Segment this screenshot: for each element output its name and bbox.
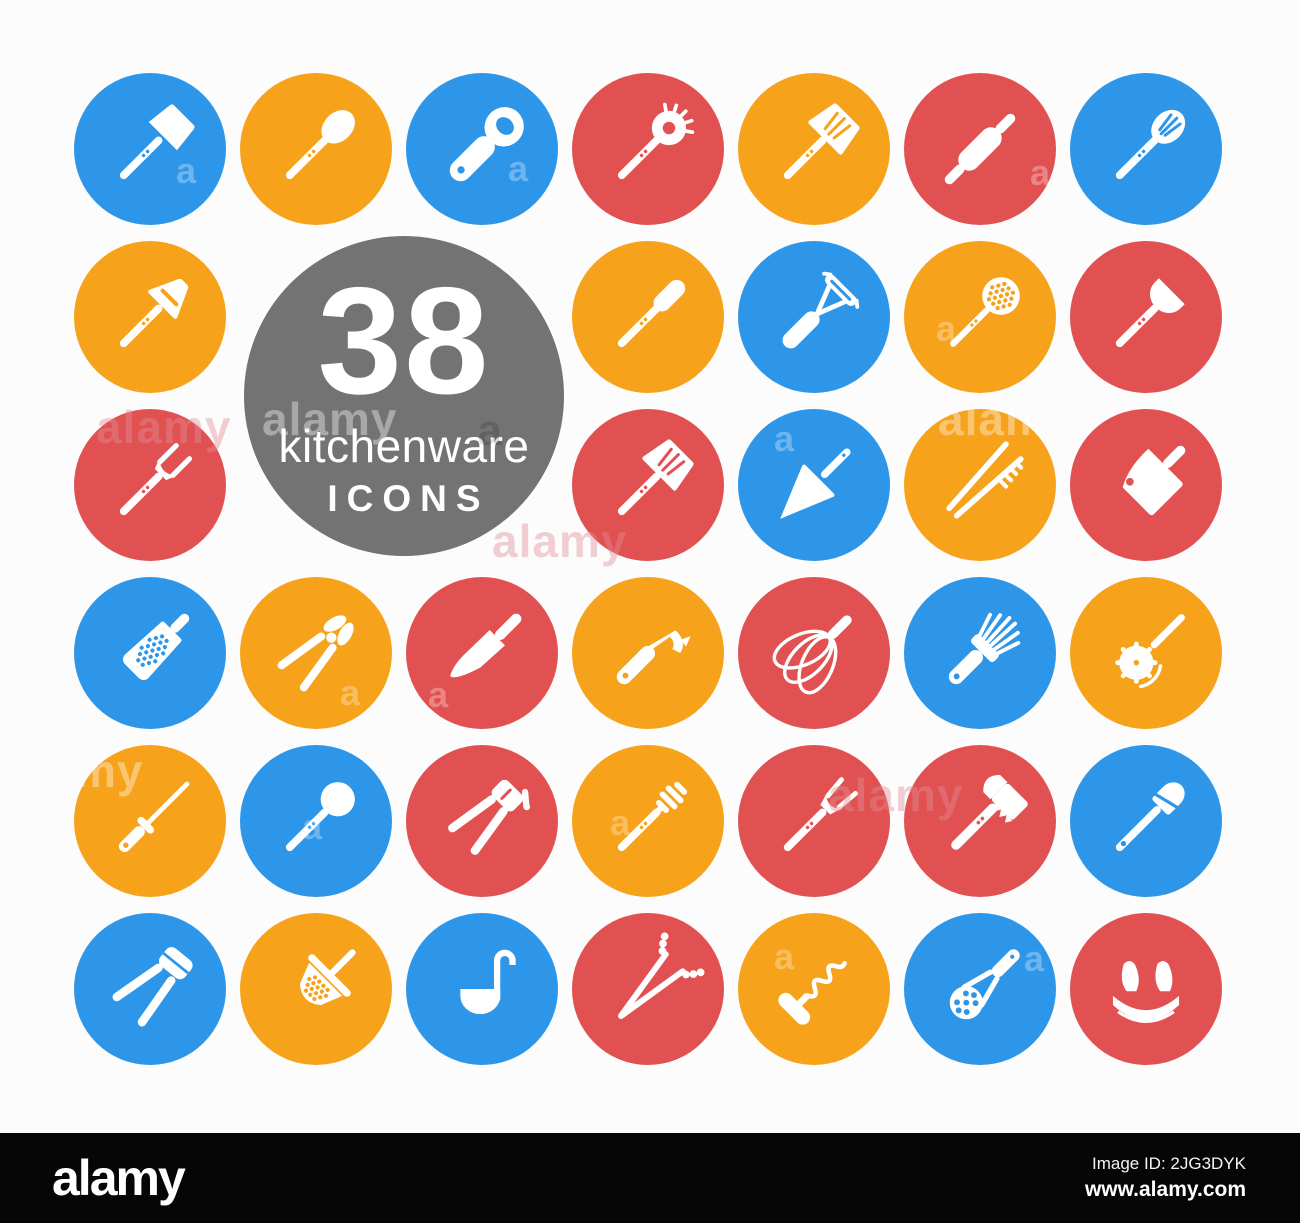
icon-tile-meat-tenderizer [904, 745, 1056, 897]
icon-tile-tongs [572, 913, 724, 1065]
icon-tile-mezzaluna [1070, 913, 1222, 1065]
icon-tile-bbq-fork [738, 745, 890, 897]
garlic-press-icon [112, 947, 193, 1027]
skimmer-icon [950, 277, 1020, 347]
icon-tile-can-opener [572, 577, 724, 729]
carving-fork-icon [119, 442, 193, 516]
icon-tile-jar-opener [406, 745, 558, 897]
strainer-icon [299, 949, 356, 1006]
spaghetti-server-icon [617, 102, 695, 180]
tongs-icon [618, 932, 705, 1019]
soup-spoon-icon [285, 782, 355, 852]
grater-icon [122, 613, 190, 681]
basting-brush-icon [948, 612, 1021, 685]
slotted-spoon-icon [1115, 109, 1186, 180]
meat-tenderizer-icon [951, 775, 1028, 850]
icon-tile-pizza-cutter [1070, 577, 1222, 729]
icon-tile-sharpening-steel [74, 745, 226, 897]
icon-tile-rolling-pin [904, 73, 1056, 225]
whisk-icon [772, 615, 852, 695]
icon-tile-garlic-press [74, 913, 226, 1065]
icon-tile-slotted-spoon [1070, 73, 1222, 225]
jar-opener-icon [448, 779, 531, 855]
footer-info: Image ID: 2JG3DYK www.alamy.com [1085, 1154, 1246, 1202]
icon-tile-slotted-turner [738, 73, 890, 225]
icon-tile-basting-brush [904, 577, 1056, 729]
icon-tile-flat-spatula [572, 241, 724, 393]
bbq-fork-icon [783, 777, 858, 852]
icon-tile-vegetable-peeler [738, 241, 890, 393]
badge-subtitle: kitchenware [278, 420, 530, 473]
vegetable-peeler-icon [782, 271, 860, 349]
spoon-icon [285, 110, 355, 180]
badge-count: 38 [317, 255, 491, 426]
icon-tile-spaghetti-server [572, 73, 724, 225]
flat-spatula-icon [617, 279, 686, 348]
icon-tile-nutcracker [240, 577, 392, 729]
icon-tile-potato-masher [904, 913, 1056, 1065]
icon-tile-slotted-spatula [572, 409, 724, 561]
icon-tile-strainer [240, 913, 392, 1065]
icon-tile-chef-knife [406, 577, 558, 729]
icon-tile-soup-ladle [406, 913, 558, 1065]
icon-tile-cheese-slicer [74, 241, 226, 393]
ladle-icon [1115, 278, 1185, 348]
sharpening-steel-icon [118, 781, 190, 853]
alamy-logo: alamy [52, 1150, 186, 1206]
icon-tile-whisk [738, 577, 890, 729]
icon-tile-soup-spoon [240, 745, 392, 897]
chef-knife-icon [450, 613, 522, 678]
icon-tile-bottle-opener [406, 73, 558, 225]
icon-tile-pasta-tongs [904, 409, 1056, 561]
icon-tile-cleaver [1070, 409, 1222, 561]
can-opener-icon [616, 630, 691, 685]
honey-dipper-icon [617, 781, 688, 852]
mezzaluna-icon [1112, 961, 1180, 1023]
bottle-opener-icon [449, 107, 524, 182]
badge-subtitle-2: ICONS [327, 478, 490, 520]
watermark-bar: alamy Image ID: 2JG3DYK www.alamy.com [0, 1133, 1300, 1223]
icon-tile-spatula [74, 73, 226, 225]
rolling-pin-icon [944, 113, 1016, 185]
corkscrew-icon [778, 960, 847, 1025]
cheese-slicer-icon [119, 278, 189, 348]
pizza-cutter-icon [1115, 614, 1185, 689]
icon-tile-corkscrew [738, 913, 890, 1065]
nutcracker-icon [277, 615, 354, 692]
icon-tile-honey-dipper [572, 745, 724, 897]
image-id-text: Image ID: 2JG3DYK [1091, 1154, 1246, 1173]
icon-tile-cake-server [738, 409, 890, 561]
slotted-spatula-icon [617, 439, 694, 516]
potato-masher-icon [949, 949, 1020, 1020]
spatula-icon [119, 104, 195, 180]
icon-tile-spoon [240, 73, 392, 225]
icon-tile-ladle [1070, 241, 1222, 393]
slotted-turner-icon [783, 103, 860, 180]
count-badge: 38 kitchenware ICONS a [244, 236, 564, 556]
pasta-tongs-icon [946, 441, 1024, 519]
icon-tile-skimmer [904, 241, 1056, 393]
icon-tile-carving-fork [74, 409, 226, 561]
soup-ladle-icon [460, 949, 516, 1015]
icon-tile-grater [74, 577, 226, 729]
rubber-spatula-icon [1115, 782, 1185, 852]
icon-tile-rubber-spatula [1070, 745, 1222, 897]
cleaver-icon [1122, 445, 1186, 516]
cake-server-icon [780, 448, 851, 519]
footer-url: www.alamy.com [1084, 1178, 1246, 1201]
